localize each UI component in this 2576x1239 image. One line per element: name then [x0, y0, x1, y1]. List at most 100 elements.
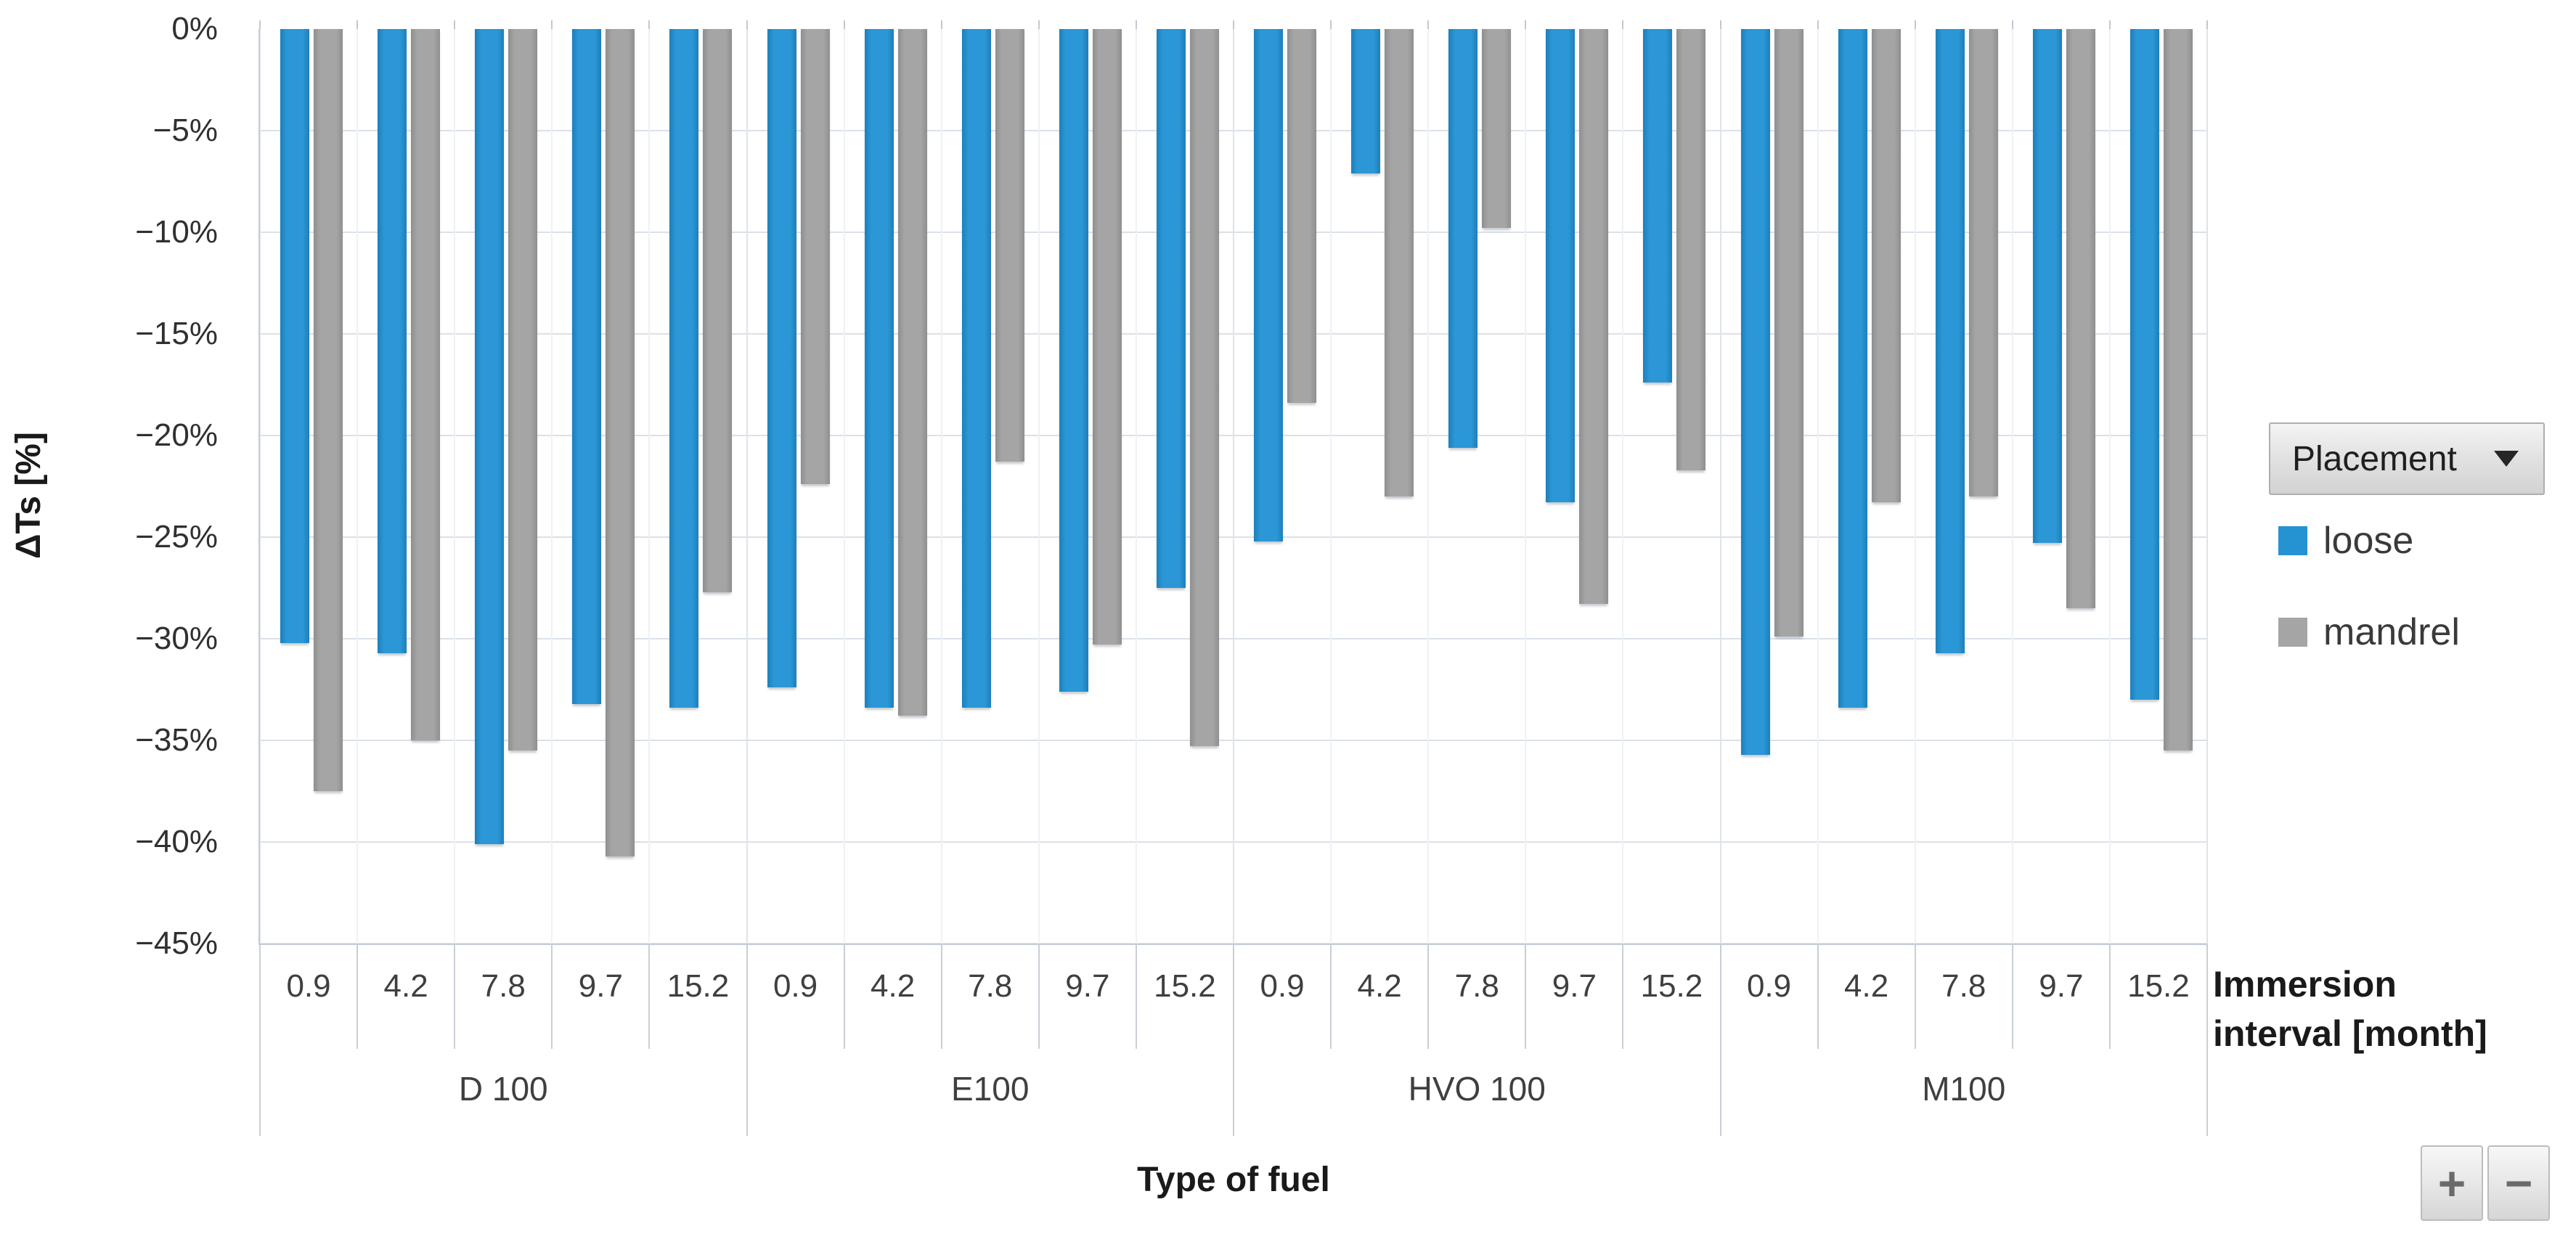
bar-loose — [1351, 29, 1381, 173]
group-separator-line — [259, 29, 261, 944]
x-axis-title: Type of fuel — [1137, 1161, 1330, 1199]
interval-tick-label: 0.9 — [1260, 968, 1305, 1004]
interval-band-separator — [1914, 944, 1916, 1049]
chevron-down-icon — [2494, 451, 2519, 467]
interval-band-separator — [1817, 944, 1819, 1049]
bar-loose — [864, 29, 894, 708]
slot-separator-line — [1622, 29, 1624, 944]
expand-field-button[interactable]: + — [2421, 1145, 2483, 1221]
y-axis-title: ΔTs [%] — [9, 432, 48, 559]
bar-loose — [767, 29, 796, 688]
group-band-separator — [2206, 944, 2208, 1136]
group-band-separator — [259, 1049, 261, 1136]
y-axis-line — [258, 29, 260, 944]
category-axis-tick — [1135, 20, 1137, 29]
interval-tick-label: 9.7 — [2039, 968, 2084, 1004]
bar-loose — [2129, 29, 2159, 700]
bar-mandrel — [703, 29, 733, 592]
category-axis-tick — [648, 20, 651, 29]
interval-tick-label: 9.7 — [578, 968, 623, 1004]
group-band-separator — [746, 1049, 748, 1136]
legend-swatch-mandrel — [2278, 618, 2307, 647]
interval-tick-label: 9.7 — [1065, 968, 1110, 1004]
bar-mandrel — [1092, 29, 1122, 645]
interval-tick-label: 4.2 — [1844, 968, 1889, 1004]
y-axis-tick-label: −25% — [135, 519, 218, 555]
bar-loose — [1935, 29, 1965, 653]
immersion-interval-label-line1: Immersion — [2213, 964, 2397, 1005]
legend-label: mandrel — [2323, 611, 2460, 653]
bar-mandrel — [1676, 29, 1706, 470]
group-separator-line — [1233, 29, 1234, 944]
bar-loose — [1740, 29, 1770, 755]
bar-loose — [2032, 29, 2062, 544]
legend: loose mandrel — [2278, 515, 2460, 698]
y-axis-tick-label: −5% — [152, 113, 218, 148]
group-band-separator — [1719, 1049, 1721, 1136]
legend-item-loose[interactable]: loose — [2278, 515, 2460, 566]
slot-separator-line — [648, 29, 651, 944]
bar-loose — [1838, 29, 1867, 708]
interval-band-separator — [1719, 944, 1721, 1049]
bar-mandrel — [508, 29, 538, 751]
interval-tick-label: 4.2 — [1357, 968, 1402, 1004]
slot-separator-line — [1330, 29, 1332, 944]
interval-tick-label: 15.2 — [2127, 968, 2190, 1004]
category-axis-tick — [1233, 20, 1234, 29]
interval-tick-label: 7.8 — [1454, 968, 1499, 1004]
category-axis-tick — [1330, 20, 1332, 29]
bar-mandrel — [995, 29, 1024, 462]
placement-field-button[interactable]: Placement — [2269, 422, 2545, 495]
interval-tick-label: 15.2 — [667, 968, 730, 1004]
bar-loose — [1156, 29, 1186, 588]
bar-loose — [1643, 29, 1673, 383]
slot-separator-line — [843, 29, 845, 944]
interval-tick-label: 4.2 — [871, 968, 916, 1004]
bar-mandrel — [2163, 29, 2193, 751]
slot-separator-line — [1817, 29, 1819, 944]
bar-mandrel — [800, 29, 830, 485]
interval-band-separator — [2011, 944, 2013, 1049]
interval-tick-label: 7.8 — [1941, 968, 1986, 1004]
bar-mandrel — [1968, 29, 1998, 496]
group-separator-line — [2206, 29, 2208, 944]
slot-separator-line — [1525, 29, 1527, 944]
group-band-separator — [1233, 1049, 1234, 1136]
collapse-field-button[interactable]: − — [2487, 1145, 2550, 1221]
category-axis-tick — [454, 20, 456, 29]
slot-separator-line — [1135, 29, 1137, 944]
immersion-interval-label: Immersion interval [month] — [2213, 960, 2487, 1058]
bar-loose — [280, 29, 309, 643]
bar-mandrel — [411, 29, 441, 740]
interval-band-separator — [1330, 944, 1332, 1049]
interval-band-separator — [2108, 944, 2111, 1049]
interval-band-separator — [1622, 944, 1624, 1049]
interval-tick-label: 15.2 — [1640, 968, 1703, 1004]
bar-loose — [1254, 29, 1283, 541]
category-axis-tick — [940, 20, 942, 29]
y-axis-tick-label: −10% — [135, 214, 218, 250]
bar-mandrel — [1482, 29, 1512, 229]
slot-separator-line — [1427, 29, 1430, 944]
slot-separator-line — [2011, 29, 2013, 944]
category-axis-tick — [1038, 20, 1040, 29]
interval-band-separator — [1427, 944, 1430, 1049]
category-axis-tick — [1719, 20, 1721, 29]
slot-separator-line — [551, 29, 553, 944]
y-axis-tick-label: −30% — [135, 621, 218, 656]
bar-loose — [1448, 29, 1478, 448]
legend-item-mandrel[interactable]: mandrel — [2278, 607, 2460, 658]
bar-loose — [961, 29, 991, 708]
interval-tick-label: 0.9 — [1746, 968, 1792, 1004]
bar-mandrel — [2066, 29, 2095, 608]
y-axis-tick-label: −15% — [135, 316, 218, 351]
interval-tick-label: 0.9 — [773, 968, 818, 1004]
bar-loose — [1059, 29, 1088, 692]
y-axis-tick-label: −20% — [135, 417, 218, 453]
interval-tick-label: 0.9 — [286, 968, 331, 1004]
slot-separator-line — [2108, 29, 2111, 944]
slot-separator-line — [1038, 29, 1040, 944]
bar-mandrel — [1871, 29, 1901, 503]
bar-mandrel — [897, 29, 927, 716]
y-axis-tick-label: −35% — [135, 722, 218, 758]
